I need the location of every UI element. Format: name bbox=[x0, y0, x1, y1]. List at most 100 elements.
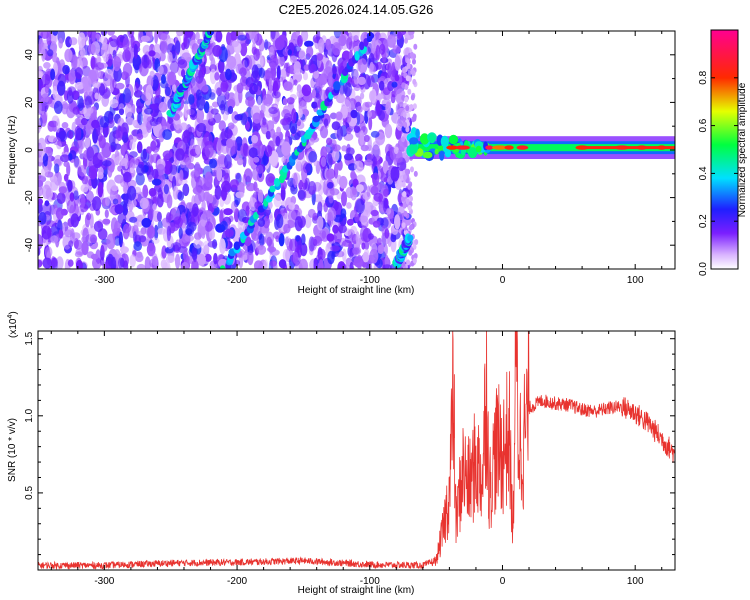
spectrogram-noise-cell bbox=[86, 212, 92, 221]
spectrogram-noise-cell bbox=[313, 257, 319, 269]
spectrogram-noise-cell bbox=[350, 170, 356, 180]
spectrogram-streak-cell bbox=[233, 241, 241, 250]
spectrogram-noise-cell bbox=[300, 31, 309, 42]
spectrogram-noise-cell bbox=[257, 189, 264, 204]
spectrogram-noise-cell bbox=[246, 77, 254, 88]
spectrogram-noise-cell bbox=[248, 147, 259, 159]
spectrogram-noise-cell bbox=[274, 37, 285, 51]
spectrogram-noise-cell bbox=[287, 49, 292, 56]
spectrogram-noise-cell bbox=[182, 130, 190, 144]
spectrogram-noise-cell bbox=[231, 40, 239, 48]
spectrogram-noise-cell bbox=[179, 169, 184, 182]
spectrogram-noise-cell bbox=[139, 197, 149, 209]
spectrogram-noise-cell bbox=[252, 112, 262, 124]
spectrogram-noise-cell bbox=[104, 44, 111, 58]
spectrogram-noise-cell bbox=[98, 83, 106, 96]
spectrogram-noise-cell bbox=[385, 101, 392, 115]
colorbar-gradient bbox=[711, 30, 738, 269]
spectrogram-noise-cell bbox=[298, 108, 303, 118]
spectrogram-noise-cell bbox=[369, 248, 379, 264]
spectrogram-noise-cell bbox=[320, 156, 327, 167]
spectrogram-noise-cell bbox=[335, 111, 343, 121]
spectrogram-noise-cell bbox=[244, 57, 249, 68]
spectrogram-noise-cell bbox=[148, 187, 157, 197]
spectrogram-noise-cell bbox=[111, 185, 119, 192]
spectrogram-noise-cell bbox=[227, 105, 234, 115]
spectrogram-noise-cell bbox=[366, 110, 373, 118]
spectrogram-noise-cell bbox=[47, 157, 52, 171]
snr-y-multiplier-base: (x10 bbox=[8, 318, 19, 338]
spectrogram-noise-cell bbox=[343, 153, 354, 161]
spectrogram-noise-cell bbox=[408, 249, 413, 256]
spectrogram-noise-cell bbox=[67, 259, 74, 267]
spectrogram-noise-cell bbox=[195, 145, 201, 155]
spectrogram-noise-cell bbox=[215, 31, 223, 43]
carrier-band-cell bbox=[419, 133, 430, 145]
spectrogram-noise-cell bbox=[97, 171, 104, 180]
spectrogram-noise-cell bbox=[110, 217, 118, 234]
spectrogram-noise-cell bbox=[112, 55, 121, 72]
spectrogram-noise-cell bbox=[319, 125, 329, 139]
spectrogram-noise-cell bbox=[58, 130, 68, 142]
carrier-band-cell bbox=[434, 148, 439, 155]
spectrogram-noise-cell bbox=[402, 67, 406, 74]
carrier-band-peak-run bbox=[582, 146, 675, 150]
spectrogram-noise-cell bbox=[209, 68, 217, 85]
spectrogram-noise-cell bbox=[331, 121, 341, 131]
spectrogram-noise-cell bbox=[68, 130, 74, 140]
spectrogram-noise-cell bbox=[220, 220, 228, 231]
spectrogram-noise-cell bbox=[58, 186, 67, 194]
spectrogram-noise-cell bbox=[91, 31, 96, 43]
spectrogram-noise-cell bbox=[104, 209, 109, 218]
spectrogram-noise-cell bbox=[178, 227, 183, 240]
spectrogram-noise-cell bbox=[90, 253, 99, 260]
spectrogram-noise-cell bbox=[50, 68, 56, 81]
spectrogram-noise-cell bbox=[61, 101, 69, 115]
snr-y-multiplier-exponent: 4 bbox=[7, 315, 14, 319]
spectrogram-noise-cell bbox=[222, 110, 229, 121]
spectrogram-noise-cell bbox=[157, 65, 164, 75]
spectrogram-noise-cell bbox=[191, 246, 198, 261]
spectrogram-noise-cell bbox=[268, 77, 273, 94]
spectrogram-noise-cell bbox=[63, 173, 69, 182]
spectrogram-noise-cell bbox=[414, 239, 419, 245]
spectrogram-noise-cell bbox=[200, 223, 206, 239]
spectrogram-noise-cell bbox=[73, 157, 81, 169]
carrier-band-cell bbox=[428, 134, 435, 142]
spectrogram-noise-cell bbox=[253, 156, 260, 163]
spectrogram-noise-cell bbox=[262, 93, 273, 107]
spectrogram-noise-cell bbox=[120, 246, 129, 254]
spectrogram-noise-cell bbox=[262, 216, 270, 229]
spectrogram-noise-cell bbox=[355, 231, 360, 245]
spectrogram-noise-cell bbox=[338, 175, 348, 189]
spectrogram-noise-cell bbox=[367, 233, 374, 240]
spectrogram-noise-cell bbox=[74, 67, 83, 80]
spectrogram-noise-cell bbox=[307, 181, 317, 195]
spectrogram-noise-cell bbox=[91, 119, 100, 129]
spectrogram-noise-cell bbox=[297, 188, 307, 201]
spectrogram-noise-cell bbox=[149, 70, 155, 79]
snr-x-tick-label: -100 bbox=[360, 576, 380, 587]
spectrogram-noise-cell bbox=[296, 119, 301, 127]
spectrogram-noise-cell bbox=[266, 236, 273, 247]
spectrogram-noise-cell bbox=[203, 132, 213, 147]
spectrogram-noise-cell bbox=[295, 31, 300, 37]
spectrogram-noise-cell bbox=[235, 191, 245, 199]
spectrogram-noise-cell bbox=[38, 100, 42, 116]
spectrogram-noise-cell bbox=[179, 122, 188, 131]
spectrogram-noise-cell bbox=[219, 238, 226, 255]
spectrogram-noise-cell bbox=[202, 210, 213, 218]
spectrogram-noise-cell bbox=[151, 74, 159, 91]
spectrogram-noise-cell bbox=[384, 228, 390, 239]
spectrogram-noise-cell bbox=[56, 118, 61, 133]
spectrogram-noise-cell bbox=[81, 241, 89, 256]
spectrogram-noise-cell bbox=[251, 64, 259, 79]
spectrogram-noise-cell bbox=[369, 90, 375, 102]
spectrogram-noise-cell bbox=[346, 218, 354, 226]
spectrogram-noise-cell bbox=[293, 172, 298, 188]
spectrogram-noise-cell bbox=[122, 49, 131, 63]
spectrogram-noise-cell bbox=[88, 166, 98, 180]
spectrogram-noise-cell bbox=[92, 261, 98, 269]
spectrogram-noise-cell bbox=[147, 225, 156, 239]
